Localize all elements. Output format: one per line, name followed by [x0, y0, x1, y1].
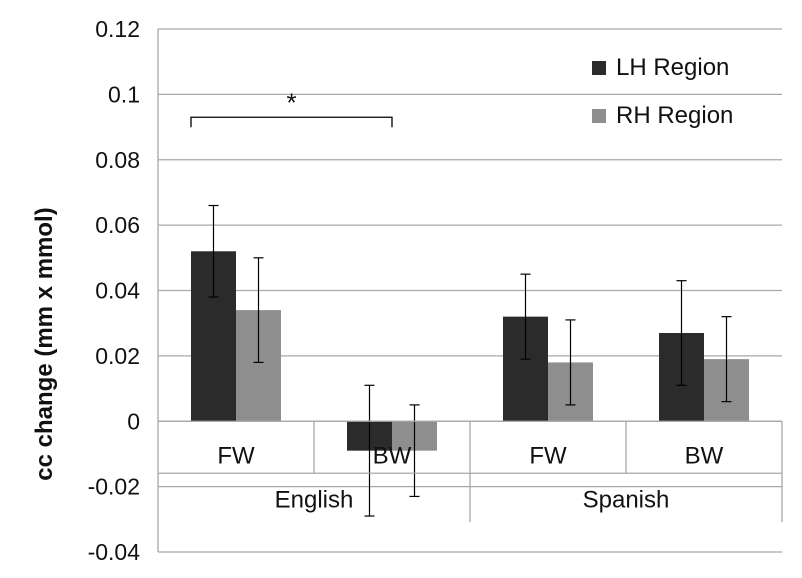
legend-label: LH Region: [616, 54, 729, 81]
y-axis-tick-labels: 0.12 0.1 0.08 0.06 0.04 0.02 0 -0.02 -0.04: [88, 16, 141, 565]
y-tick-label: 0.12: [95, 16, 140, 42]
category-label: FW: [529, 442, 567, 469]
y-tick-label: -0.02: [88, 474, 140, 500]
y-tick-label: 0.04: [95, 278, 140, 304]
group-label: Spanish: [583, 486, 670, 513]
legend: LH Region RH Region: [592, 54, 733, 129]
category-label: BW: [685, 442, 724, 469]
group-label: English: [275, 486, 354, 513]
y-tick-label: -0.04: [88, 539, 141, 565]
y-axis-label: cc change (mm x mmol): [31, 207, 58, 480]
y-tick-label: 0.1: [108, 81, 140, 107]
error-bars: [208, 204, 732, 517]
legend-label: RH Region: [616, 102, 733, 129]
significance-bracket: [190, 116, 393, 128]
legend-swatch: [592, 61, 606, 75]
y-tick-label: 0.06: [95, 212, 140, 238]
category-label: FW: [217, 442, 255, 469]
y-tick-label: 0.02: [95, 343, 140, 369]
category-axis: FW BW FW BW English Spanish: [158, 420, 783, 522]
legend-swatch: [592, 109, 606, 123]
category-label: BW: [373, 442, 412, 469]
y-tick-label: 0: [127, 408, 140, 434]
significance-annotation: *: [190, 87, 393, 128]
y-tick-label: 0.08: [95, 147, 140, 173]
significance-star: *: [286, 87, 296, 117]
